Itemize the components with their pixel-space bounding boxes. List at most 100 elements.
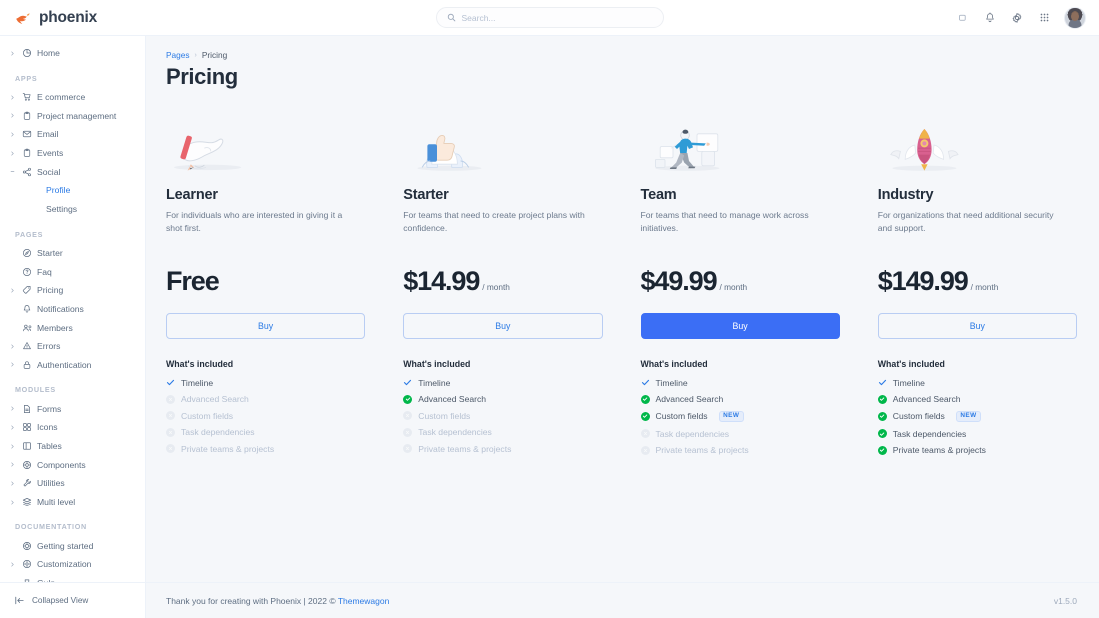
layers-icon xyxy=(21,497,32,507)
feature-item: Timeline xyxy=(166,378,365,388)
sidebar-item-tables[interactable]: Tables xyxy=(0,437,145,456)
sidebar-subitem-profile[interactable]: Profile xyxy=(0,181,145,200)
collapse-view-label: Collapsed View xyxy=(32,596,89,605)
sidebar-item-customization[interactable]: Customization xyxy=(0,555,145,574)
feature-label: Timeline xyxy=(655,377,688,388)
sidebar-item-label: Project management xyxy=(37,110,117,121)
sidebar-item-getting-started[interactable]: Getting started xyxy=(0,536,145,555)
sidebar-item-multi-level[interactable]: Multi level xyxy=(0,493,145,512)
chevron-right-icon xyxy=(9,51,16,56)
chevron-right-icon xyxy=(9,362,16,367)
check-circle-icon xyxy=(403,394,413,404)
sidebar-item-email[interactable]: Email xyxy=(0,125,145,144)
chevron-right-icon xyxy=(9,132,16,137)
sidebar: Home APPS E commerce xyxy=(0,36,146,618)
brand-logo[interactable]: phoenix xyxy=(0,9,146,27)
sidebar-item-home[interactable]: Home xyxy=(0,44,145,63)
buy-button-industry[interactable]: Buy xyxy=(877,312,1077,339)
feature-item: Task dependencies xyxy=(877,428,1077,439)
sidebar-item-forms[interactable]: Forms xyxy=(0,399,145,418)
sidebar-item-e-commerce[interactable]: E commerce xyxy=(0,88,145,107)
sidebar-item-label: Events xyxy=(37,148,64,159)
collapse-view-toggle[interactable]: Collapsed View xyxy=(0,582,145,618)
sidebar-section-apps: APPS xyxy=(15,73,38,83)
sidebar-item-label: Utilities xyxy=(37,478,65,489)
cup-icon xyxy=(21,578,32,582)
sidebar-item-social[interactable]: Social xyxy=(0,162,145,181)
status-badge-new: NEW xyxy=(955,410,982,423)
sidebar-item-label: Icons xyxy=(37,422,58,433)
check-icon xyxy=(641,378,650,387)
feature-label: Timeline xyxy=(418,377,451,388)
sidebar-item-errors[interactable]: Errors xyxy=(0,337,145,356)
sidebar-item-label: Email xyxy=(37,129,59,140)
chevron-right-icon xyxy=(9,95,16,100)
plan-name: Team xyxy=(640,187,677,203)
sidebar-item-authentication[interactable]: Authentication xyxy=(0,356,145,375)
sidebar-subitem-settings[interactable]: Settings xyxy=(0,200,145,219)
puzzle-circle-icon xyxy=(21,460,32,470)
included-title: What's included xyxy=(166,358,234,369)
sidebar-item-label: Customization xyxy=(37,559,92,570)
sidebar-item-icons[interactable]: Icons xyxy=(0,418,145,437)
feature-label: Task dependencies xyxy=(892,428,967,439)
feature-item: Private teams & projects xyxy=(403,444,602,454)
feature-list: Timeline Advanced Search xyxy=(403,378,602,454)
search-input[interactable] xyxy=(461,12,653,23)
main-scroll: Pages › Pricing Pricing xyxy=(146,36,1099,582)
plan-description: For organizations that need additional s… xyxy=(877,210,1054,234)
status-badge-new: NEW xyxy=(718,410,744,423)
buy-button-team[interactable]: Buy xyxy=(640,312,840,339)
plan-description: For teams that need to create project pl… xyxy=(403,210,585,234)
feature-item: Private teams & projects xyxy=(877,445,1077,455)
grid-apps-icon[interactable] xyxy=(1037,11,1051,25)
pricing-card-team: Team For teams that need to manage work … xyxy=(640,112,840,455)
sidebar-item-members[interactable]: Members xyxy=(0,318,145,337)
gear-icon[interactable] xyxy=(1010,11,1024,25)
sidebar-item-components[interactable]: Components xyxy=(0,455,145,474)
sidebar-item-starter[interactable]: Starter xyxy=(0,244,145,263)
plan-name: Learner xyxy=(166,187,218,203)
cross-circle-icon xyxy=(166,427,175,437)
sidebar-item-pricing[interactable]: Pricing xyxy=(0,281,145,300)
feature-item: Advanced Search xyxy=(166,394,365,404)
avatar[interactable] xyxy=(1064,6,1086,29)
bell-icon xyxy=(21,304,32,314)
feature-item: Timeline xyxy=(403,378,602,388)
sidebar-section-documentation: DOCUMENTATION xyxy=(15,522,87,532)
sidebar-item-faq[interactable]: Faq xyxy=(0,262,145,281)
sidebar-item-notifications[interactable]: Notifications xyxy=(0,300,145,319)
breadcrumb-parent[interactable]: Pages xyxy=(166,50,190,60)
bell-icon[interactable] xyxy=(983,11,997,25)
chevron-right-icon xyxy=(9,481,16,486)
warning-triangle-icon xyxy=(21,341,32,351)
cross-circle-icon xyxy=(640,445,650,455)
version-label: v1.5.0 xyxy=(1053,595,1077,606)
question-circle-icon xyxy=(21,267,32,277)
themewagon-link[interactable]: Themewagon xyxy=(337,595,390,606)
feature-item: Task dependencies xyxy=(403,427,602,437)
rocket-badge-icon xyxy=(21,248,32,258)
pricing-grid: Learner For individuals who are interest… xyxy=(166,112,1077,455)
feature-label: Advanced Search xyxy=(418,394,487,405)
pricing-card-industry: Industry For organizations that need add… xyxy=(877,112,1077,455)
feature-label: Timeline xyxy=(181,377,214,388)
sidebar-nav: Home APPS E commerce xyxy=(0,36,145,582)
buy-button-learner[interactable]: Buy xyxy=(166,312,366,339)
breadcrumb: Pages › Pricing xyxy=(166,50,1077,60)
pencil-hand-icon xyxy=(166,112,365,174)
compass-icon xyxy=(21,541,32,551)
theme-toggle-icon[interactable] xyxy=(956,11,970,25)
tag-icon xyxy=(21,285,32,295)
envelope-icon xyxy=(21,129,32,139)
buy-button-starter[interactable]: Buy xyxy=(403,312,603,339)
search-box[interactable] xyxy=(435,7,664,28)
chevron-right-icon: › xyxy=(194,51,197,59)
feature-label: Task dependencies xyxy=(418,427,492,438)
feature-label: Task dependencies xyxy=(181,427,255,438)
included-title: What's included xyxy=(640,358,708,369)
sidebar-item-project-management[interactable]: Project management xyxy=(0,106,145,125)
sidebar-item-gulp[interactable]: Gulp xyxy=(0,574,145,582)
sidebar-item-events[interactable]: Events xyxy=(0,144,145,163)
sidebar-item-utilities[interactable]: Utilities xyxy=(0,474,145,493)
